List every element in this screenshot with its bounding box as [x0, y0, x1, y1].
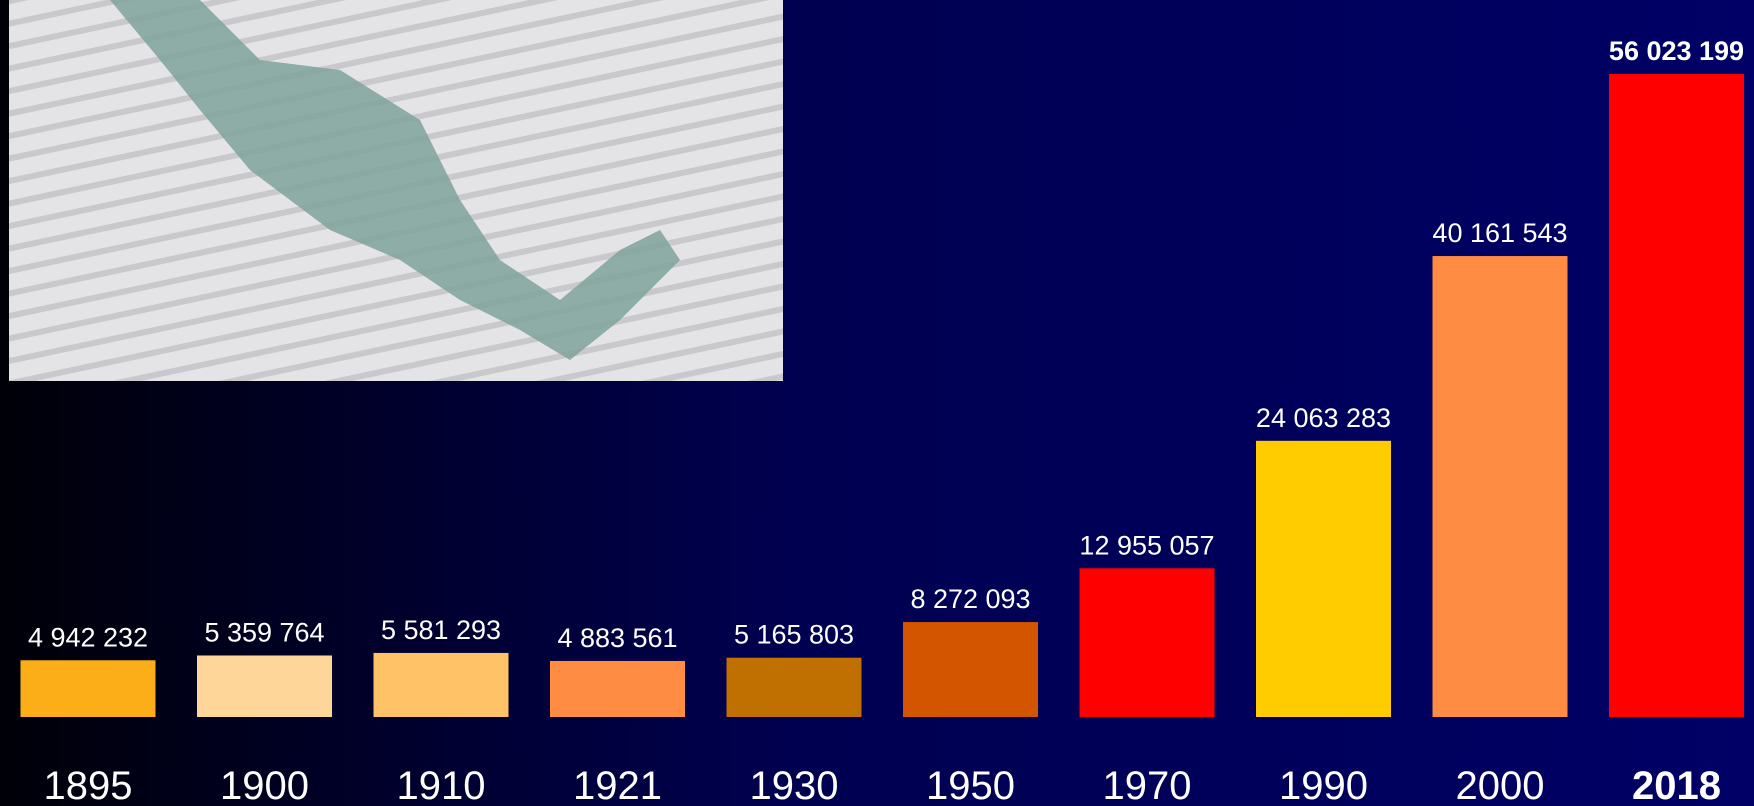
- x-tick-label: 2018: [1632, 764, 1721, 806]
- x-tick-label: 2000: [1456, 764, 1545, 806]
- bar: [197, 655, 332, 717]
- x-tick-label: 1930: [750, 764, 839, 806]
- value-label: 24 063 283: [1256, 403, 1391, 433]
- bar: [1256, 440, 1391, 717]
- x-tick-label: 1910: [397, 764, 486, 806]
- value-label: 5 165 803: [734, 620, 854, 650]
- value-label: 5 581 293: [381, 615, 501, 645]
- photo: [9, 0, 783, 381]
- value-label: 56 023 199: [1609, 36, 1744, 66]
- value-label: 8 272 093: [910, 584, 1030, 614]
- x-tick-label: 1900: [220, 764, 309, 806]
- value-label: 4 883 561: [557, 623, 677, 653]
- x-tick-label: 1921: [573, 764, 662, 806]
- bar: [1079, 568, 1215, 717]
- bar: [1432, 256, 1568, 717]
- bar: [373, 652, 509, 717]
- x-tick-label: 1895: [44, 764, 133, 806]
- bar: [726, 657, 862, 717]
- value-label: 40 161 543: [1432, 218, 1567, 248]
- value-label: 12 955 057: [1079, 530, 1214, 560]
- photo-map: [110, 0, 680, 360]
- bar: [550, 660, 685, 717]
- x-tick-label: 1950: [926, 764, 1015, 806]
- bar: [903, 622, 1038, 717]
- x-tick-label: 1990: [1279, 764, 1368, 806]
- plot: 4 942 232 1895 5 359 764 1900 5 581 293 1910 4…: [20, 36, 1744, 806]
- value-label: 5 359 764: [204, 617, 324, 647]
- bar: [1609, 74, 1744, 717]
- bar: [20, 660, 156, 717]
- value-label: 4 942 232: [28, 622, 148, 652]
- x-tick-label: 1970: [1103, 764, 1192, 806]
